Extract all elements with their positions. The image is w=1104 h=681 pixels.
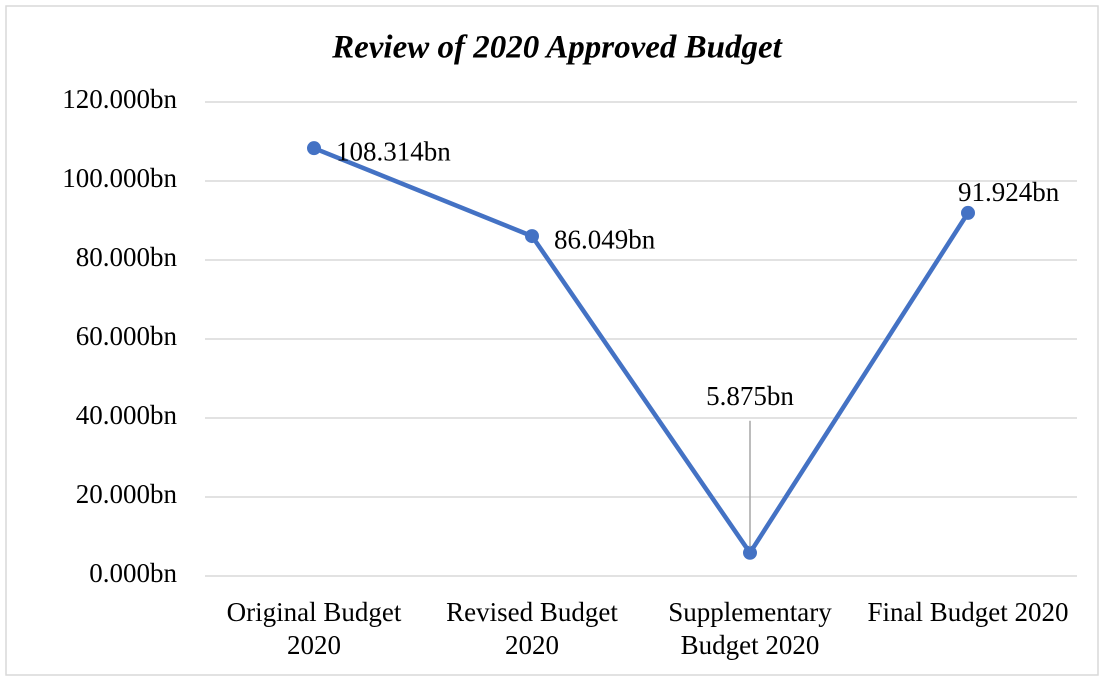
data-point (743, 545, 757, 560)
chart-title: Review of 2020 Approved Budget (331, 30, 783, 66)
y-tick-label: 100.000bn (62, 163, 177, 193)
y-tick-label: 40.000bn (76, 400, 178, 430)
data-label: 108.314bn (336, 136, 451, 166)
y-tick-label: 0.000bn (89, 558, 177, 588)
data-label: 5.875bn (706, 381, 794, 411)
x-tick-label: Revised Budget 2020 (446, 597, 618, 660)
data-point (525, 229, 539, 244)
line (313, 146, 970, 556)
x-tick-label: Original Budget 2020 (226, 597, 402, 660)
y-tick-label: 120.000bn (62, 84, 177, 114)
data-point (307, 141, 321, 156)
data-label: 91.924bn (958, 177, 1060, 207)
y-tick-label: 60.000bn (76, 321, 178, 351)
y-tick-label: 20.000bn (76, 479, 178, 509)
x-tick-label: Supplementary Budget 2020 (668, 597, 832, 660)
data-label: 86.049bn (554, 224, 656, 254)
chart-border (5, 5, 1099, 676)
data-point (961, 205, 975, 220)
y-tick-label: 80.000bn (76, 242, 178, 272)
x-tick-label: Final Budget 2020 (867, 597, 1069, 627)
